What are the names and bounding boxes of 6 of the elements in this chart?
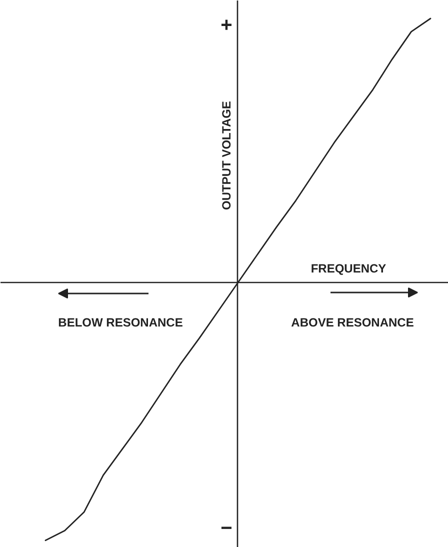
annotation: BELOW RESONANCE — [58, 316, 183, 330]
y-axis-title: OUTPUT VOLTAGE — [220, 101, 234, 210]
annotation: ABOVE RESONANCE — [291, 316, 414, 330]
annotation: + — [220, 14, 232, 36]
x-axis-title: FREQUENCY — [310, 262, 386, 276]
annotation: − — [220, 518, 232, 540]
